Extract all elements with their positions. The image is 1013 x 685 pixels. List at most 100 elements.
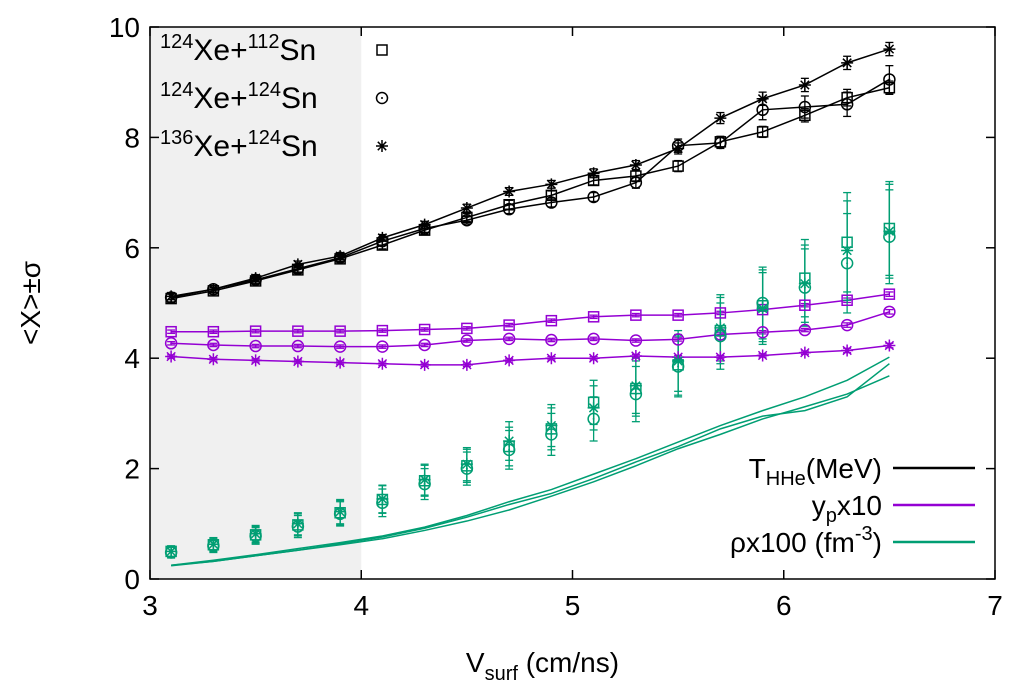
series-proton_fraction-star-point bbox=[291, 355, 304, 368]
series-proton_fraction-square-error-bar bbox=[336, 328, 345, 334]
series-temperature-circle-point bbox=[714, 136, 727, 150]
series-proton_fraction-circle-point-ring bbox=[883, 305, 896, 319]
series-temperature-circle-point-ring bbox=[502, 202, 516, 216]
density-model-line bbox=[171, 356, 890, 566]
series-proton_fraction-circle-point-ring bbox=[418, 338, 431, 352]
series-temperature-circle-point bbox=[502, 202, 516, 216]
series-proton_fraction-circle-point-ring bbox=[629, 334, 643, 347]
series-proton_fraction-square-point bbox=[249, 325, 262, 337]
series-proton_fraction-circle-point bbox=[756, 326, 769, 339]
series-temperature-circle-point-dot bbox=[550, 201, 553, 204]
series-density-circle-point-dot bbox=[592, 417, 595, 420]
series-proton_fraction-circle-point-dot bbox=[888, 310, 891, 313]
quantity-legend-unit: x10 bbox=[837, 490, 882, 521]
series-proton_fraction-square-error-bar bbox=[420, 327, 429, 332]
series-proton_fraction-circle-point-dot bbox=[803, 329, 806, 332]
quantity-legend-sub: p bbox=[826, 505, 837, 527]
series-proton_fraction-square-error-bar bbox=[631, 312, 640, 318]
series-temperature-circle-line bbox=[170, 78, 890, 299]
series-temperature-circle-point bbox=[629, 176, 643, 189]
series-temperature-star-point bbox=[460, 202, 473, 215]
series-proton_fraction-star-point bbox=[841, 344, 854, 357]
reaction-projectile: Xe+ bbox=[193, 34, 247, 67]
y-tick-label: 2 bbox=[124, 454, 140, 485]
series-proton_fraction-square-point bbox=[714, 307, 727, 319]
series-proton_fraction-star-point bbox=[545, 352, 558, 365]
reaction-projectile: Xe+ bbox=[193, 130, 247, 163]
series-density-star-point bbox=[545, 419, 558, 432]
series-proton_fraction-circle-point-dot bbox=[634, 339, 637, 342]
series-temperature-circle-point bbox=[545, 196, 558, 209]
series-density-star-point bbox=[883, 225, 896, 238]
series-proton_fraction-circle-point-dot bbox=[677, 338, 680, 341]
series-density-star-point bbox=[249, 527, 262, 540]
series-proton_fraction-circle-line bbox=[171, 311, 890, 348]
series-proton_fraction-circle-point bbox=[798, 323, 812, 337]
x-axis-label: Vsurf (cm/ns) bbox=[466, 647, 619, 685]
series-density-star-point bbox=[756, 302, 769, 315]
series-temperature-square-point bbox=[799, 109, 811, 122]
series-temperature-circle-point bbox=[840, 98, 854, 111]
quantity-legend-unit: (MeV) bbox=[806, 453, 882, 484]
series-proton_fraction-star-point bbox=[629, 349, 642, 362]
series-proton_fraction-circle-point-dot bbox=[339, 345, 342, 348]
series-temperature-square-line bbox=[170, 86, 890, 300]
series-proton_fraction-circle-point-ring bbox=[460, 334, 474, 347]
series-temperature-circle-point-dot bbox=[761, 108, 764, 111]
series-proton_fraction-circle-point-dot bbox=[508, 337, 511, 340]
series-proton_fraction-square-point bbox=[292, 325, 304, 337]
reaction-mass-projectile: 124 bbox=[160, 79, 193, 101]
series-proton_fraction-square-point bbox=[376, 324, 389, 337]
y-axis-label: <X>±σ bbox=[15, 261, 46, 345]
series-temperature-circle-point bbox=[587, 190, 600, 204]
series-density-circle-point-dot bbox=[634, 393, 637, 396]
series-temperature-circle-point-ring bbox=[460, 213, 474, 227]
series-temperature-circle-point-ring bbox=[714, 136, 727, 150]
series-temperature-star-point bbox=[376, 231, 389, 244]
x-tick-label: 3 bbox=[142, 590, 158, 621]
series-temperature-square-point bbox=[672, 160, 684, 172]
series-proton_fraction-circle-point-ring bbox=[207, 338, 220, 352]
reaction-legend-entry: 124Xe+112Sn bbox=[160, 31, 316, 67]
series-proton_fraction-square-error-bar bbox=[462, 326, 471, 331]
series-proton_fraction-star-line bbox=[171, 344, 890, 366]
series-temperature-circle-point-dot bbox=[846, 103, 849, 106]
series-proton_fraction-star-point bbox=[460, 358, 473, 371]
series-proton_fraction-square-point bbox=[883, 288, 896, 300]
series-density-circle-point-ring bbox=[840, 257, 854, 270]
series-temperature-circle-point-ring bbox=[587, 190, 600, 204]
series-temperature-circle-point-ring bbox=[545, 196, 558, 209]
series-proton_fraction-circle-point bbox=[502, 332, 516, 346]
reaction-mass-target: 112 bbox=[248, 31, 280, 53]
quantity-legend-sub: HHe bbox=[766, 468, 806, 490]
series-proton_fraction-circle-point-dot bbox=[170, 342, 173, 345]
series-temperature-star-point bbox=[503, 185, 516, 198]
y-tick-label: 4 bbox=[124, 343, 140, 374]
y-tick-label: 0 bbox=[124, 564, 140, 595]
quantity-legend-name: y bbox=[812, 490, 826, 521]
series-density-star-point bbox=[376, 492, 389, 505]
series-temperature-circle-point-ring bbox=[798, 100, 812, 114]
quantity-legend-sup: -3 bbox=[855, 523, 873, 545]
series-proton_fraction-circle-point-dot bbox=[550, 338, 553, 341]
series-proton_fraction-square-error-bar bbox=[547, 318, 556, 323]
series-temperature-star-point bbox=[756, 92, 769, 105]
series-proton_fraction-circle-point bbox=[207, 338, 220, 352]
series-density-star-point bbox=[629, 379, 642, 392]
series-temperature-star-point bbox=[418, 218, 431, 231]
series-proton_fraction-square-point bbox=[207, 325, 220, 338]
series-proton_fraction-star-point bbox=[587, 352, 600, 365]
series-temperature-circle-point-dot bbox=[592, 196, 595, 199]
series-proton_fraction-square-error-bar bbox=[885, 291, 894, 298]
series-temperature-star-point bbox=[841, 56, 854, 69]
series-density-star-point bbox=[714, 321, 727, 334]
series-temperature-star-point bbox=[165, 290, 178, 303]
shaded-region-layer bbox=[150, 27, 362, 579]
series-density-star-point bbox=[334, 505, 347, 518]
series-proton_fraction-circle-point bbox=[164, 337, 178, 350]
series-proton_fraction-square-point bbox=[545, 314, 558, 327]
series-proton_fraction-square-error-bar bbox=[293, 328, 302, 334]
series-temperature-circle-point-dot bbox=[803, 106, 806, 109]
y-tick-label: 6 bbox=[124, 233, 140, 264]
series-temperature-star-point bbox=[883, 43, 896, 56]
